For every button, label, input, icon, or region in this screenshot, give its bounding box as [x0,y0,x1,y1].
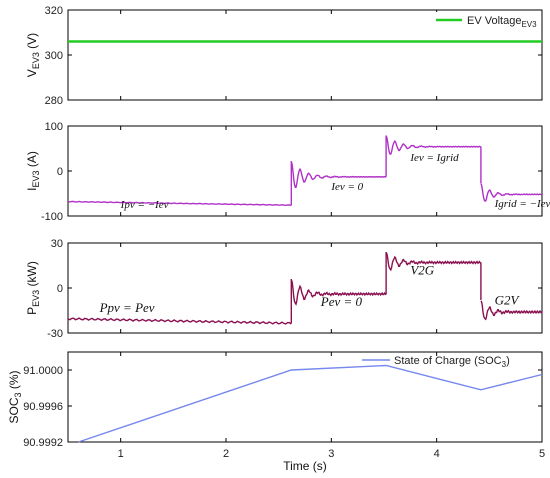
current-yticks: -100 0 100 [41,121,542,223]
soc-ytick-label: 90.9996 [23,401,63,413]
panel-current-frame [67,125,543,217]
power-annotation: Pev = 0 [320,294,363,309]
voltage-ylabel: VEV3 (V) [25,33,41,77]
current-segment-line [480,183,543,202]
soc-ylabel: SOC3 (%) [7,370,23,423]
soc-series-group [78,352,543,443]
current-segment-line [67,200,292,207]
current-ytick-label: 0 [57,166,63,178]
power-segment-line [480,300,543,321]
power-ytick-label: 0 [57,283,63,295]
soc-ytick-label: 91.0000 [23,365,63,377]
soc-xlabel: Time (s) [283,459,327,473]
power-annotation: Ppv = Pev [99,300,155,315]
power-segment-line [67,317,292,325]
current-annotation: Iev = 0 [330,181,363,193]
current-segment-line [385,135,482,155]
current-ylabel: IEV3 (A) [25,151,41,191]
current-annotation: Ipv = −Iev [120,199,169,211]
panel-power: -30 0 30 Ppv = Pev Pev = 0 V2G G2V PEV3 (kW) [25,238,543,340]
power-annotation: V2G [410,263,434,278]
power-ytick-label: 30 [51,238,63,250]
power-annotation: G2V [495,293,521,308]
xtick-label: 2 [223,448,229,460]
current-ytick-label: -100 [41,211,63,223]
panel-soc-frame [67,351,543,443]
power-segment-line [290,279,387,306]
panel-soc: 90.9992 90.9996 91.0000 1 2 3 4 5 SOC3 (%) Sta… [7,351,545,473]
xtick-label: 1 [118,448,124,460]
soc-series-line [78,364,543,443]
current-series-group [67,126,543,216]
power-ylabel: PEV3 (kW) [25,261,41,315]
power-series-group [67,243,543,333]
soc-xticks: 1 2 3 4 5 [118,448,545,460]
power-ytick-label: -30 [47,328,63,340]
soc-ytick-label: 90.9992 [23,437,63,449]
power-segment-line [385,252,482,272]
voltage-legend-label: EV VoltageEV3 [467,15,537,29]
soc-legend: State of Charge (SOC3) [362,355,510,369]
panel-current: -100 0 100 Ipv = −Iev Iev = 0 Iev = Igrid Igr… [25,121,550,223]
voltage-legend-box [430,12,540,28]
current-ytick-label: 100 [45,121,63,133]
current-segment-line [290,161,387,189]
xtick-label: 5 [539,448,545,460]
voltage-ytick-label: 320 [45,5,63,17]
panel-voltage: 280 300 320 VEV3 (V) EV VoltageEV3 [25,5,543,107]
voltage-series-group [68,10,543,100]
panel-power-frame [67,242,543,334]
current-annotation: Igrid = −Iev [494,198,550,210]
power-yticks: -30 0 30 [47,238,542,340]
current-annotation: Iev = Igrid [409,152,459,164]
voltage-ytick-label: 280 [45,95,63,107]
voltage-ytick-label: 300 [45,50,63,62]
xtick-label: 3 [328,448,334,460]
soc-legend-label: State of Charge (SOC3) [394,355,510,369]
current-annotations: Ipv = −Iev Iev = 0 Iev = Igrid Igrid = −Iev [120,152,550,211]
xtick-label: 4 [434,448,440,460]
voltage-legend: EV VoltageEV3 [430,12,540,29]
soc-yticks: 90.9992 90.9996 91.0000 [23,365,542,449]
voltage-yticks: 280 300 320 [45,5,542,107]
power-annotations: Ppv = Pev Pev = 0 V2G G2V [99,263,521,316]
